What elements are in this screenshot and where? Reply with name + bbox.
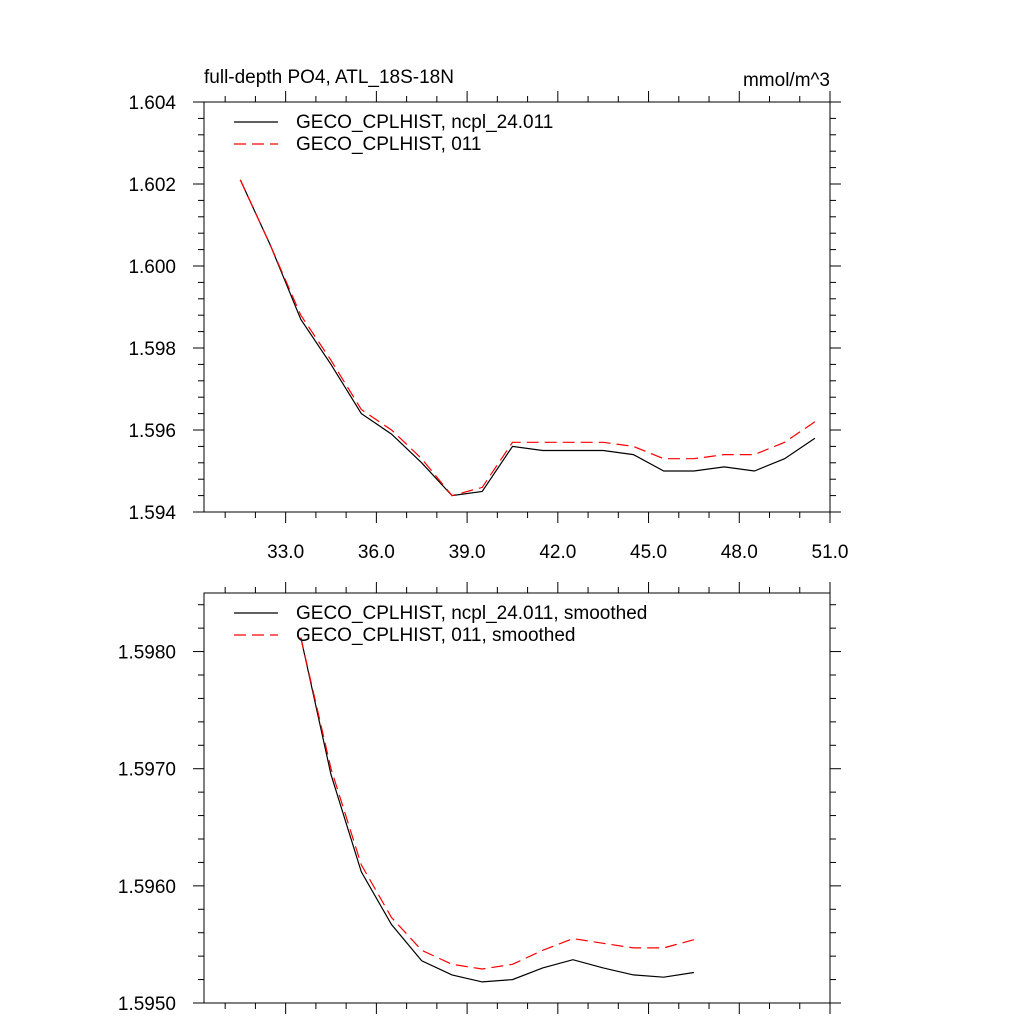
top-chart-units: mmol/m^3 [743,70,830,91]
x-tick-label: 45.0 [630,542,667,563]
bottom-axis-ticks: 1.5950 1.5960 1.5970 1.5980 [118,582,841,1015]
series-line-base [239,179,816,497]
series-line-ncpl [300,637,694,983]
x-tick-label: 39.0 [449,542,486,563]
y-tick-label: 1.5970 [118,760,176,781]
y-tick-label: 1.598 [128,339,176,360]
x-tick-label: 33.0 [267,542,304,563]
bottom-series-group [300,637,695,983]
series-line-ncpl [239,179,816,497]
legend-label: GECO_CPLHIST, ncpl_24.011 [296,112,553,133]
y-tick-label: 1.600 [128,257,176,278]
y-tick-label: 1.604 [128,93,176,114]
x-tick-label: 51.0 [812,542,849,563]
y-tick-label: 1.5980 [118,643,176,664]
y-tick-label: 1.602 [128,175,176,196]
y-tick-label: 1.5960 [118,877,176,898]
legend-label: GECO_CPLHIST, 011 [296,134,482,155]
y-tick-label: 1.594 [128,503,176,524]
top-chart-title: full-depth PO4, ATL_18S-18N [204,67,454,88]
x-tick-label: 36.0 [358,542,395,563]
bottom-plot-frame [203,592,831,1004]
y-tick-label: 1.596 [128,421,176,442]
series-line-base [300,637,695,970]
bottom-legend: GECO_CPLHIST, ncpl_24.011, smoothedGECO_… [234,603,647,646]
legend-label: GECO_CPLHIST, ncpl_24.011, smoothed [296,603,647,624]
top-series-group [239,179,816,497]
x-tick-label: 48.0 [721,542,758,563]
legend-label: GECO_CPLHIST, 011, smoothed [296,625,576,646]
y-tick-label: 1.5950 [118,994,176,1015]
x-tick-label: 42.0 [539,542,576,563]
top-plot-frame [203,101,831,513]
top-axis-ticks: 33.0 36.0 39.0 42.0 45.0 48.0 51.0 1.594 1.596 1.… [128,91,848,563]
